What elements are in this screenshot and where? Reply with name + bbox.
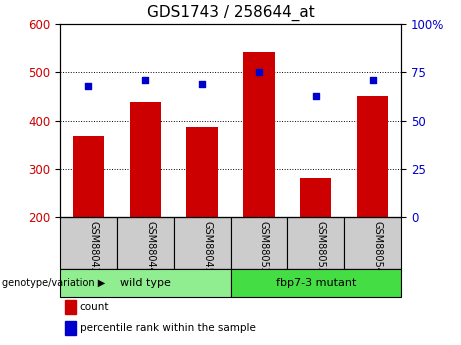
Text: genotype/variation ▶: genotype/variation ▶ xyxy=(2,278,106,288)
Text: GSM88043: GSM88043 xyxy=(89,221,98,274)
Text: GSM88054: GSM88054 xyxy=(372,221,383,274)
Bar xyxy=(186,127,218,217)
Bar xyxy=(73,136,104,217)
Point xyxy=(312,93,319,98)
Text: GSM88044: GSM88044 xyxy=(145,221,155,274)
Text: GSM88053: GSM88053 xyxy=(316,221,326,274)
Title: GDS1743 / 258644_at: GDS1743 / 258644_at xyxy=(147,5,314,21)
Bar xyxy=(344,217,401,269)
Bar xyxy=(60,269,230,297)
Text: wild type: wild type xyxy=(120,278,171,288)
Bar xyxy=(117,217,174,269)
Point xyxy=(142,77,149,83)
Bar xyxy=(357,96,388,217)
Text: count: count xyxy=(80,302,109,312)
Bar xyxy=(130,102,161,217)
Bar xyxy=(174,217,230,269)
Point xyxy=(85,83,92,89)
Text: percentile rank within the sample: percentile rank within the sample xyxy=(80,323,256,333)
Point xyxy=(369,77,376,83)
Bar xyxy=(230,217,287,269)
Bar xyxy=(243,52,275,217)
Point xyxy=(198,81,206,87)
Bar xyxy=(60,217,117,269)
Bar xyxy=(300,178,331,217)
Text: fbp7-3 mutant: fbp7-3 mutant xyxy=(276,278,356,288)
Bar xyxy=(230,269,401,297)
Bar xyxy=(287,217,344,269)
Point xyxy=(255,70,263,75)
Text: GSM88045: GSM88045 xyxy=(202,221,212,274)
Text: GSM88052: GSM88052 xyxy=(259,221,269,275)
